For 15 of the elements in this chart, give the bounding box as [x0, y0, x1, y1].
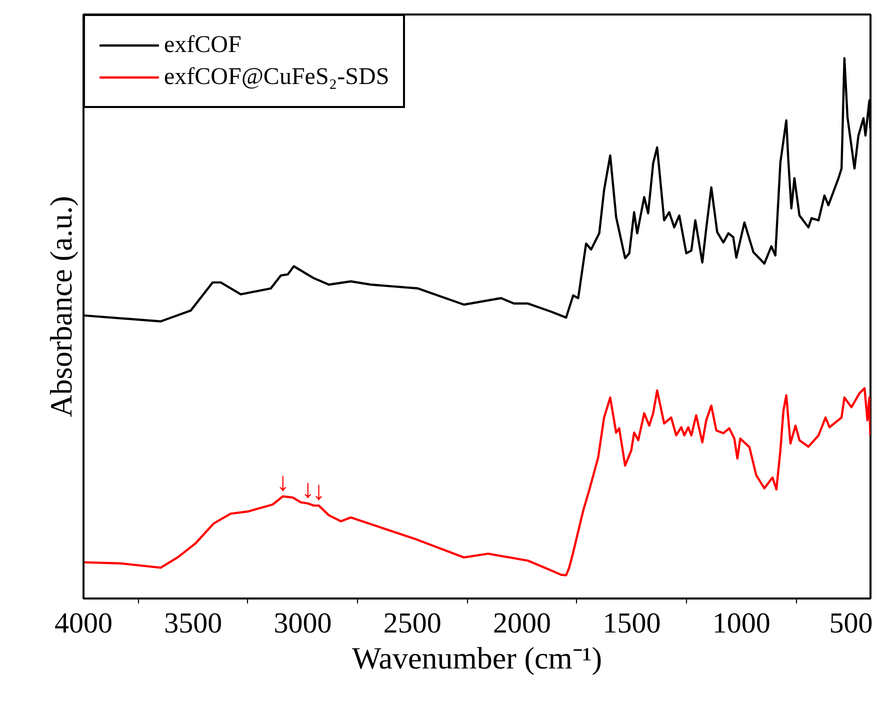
y-axis-title: Absorbance (a.u.): [44, 196, 78, 418]
x-tick-label: 1500: [602, 608, 661, 640]
x-tick-label: 3500: [164, 608, 222, 640]
legend-label: exfCOF: [164, 30, 242, 60]
annotation: ↓: [312, 476, 326, 506]
x-tick-label: 500: [829, 608, 873, 640]
legend-label: exfCOF@CuFeS₂-SDS: [164, 62, 390, 92]
x-tick-label: 2000: [493, 608, 552, 640]
annotation: ↓: [276, 466, 290, 496]
x-tick-label: 3000: [274, 608, 332, 640]
x-tick-label: 1000: [712, 608, 770, 640]
x-tick-label: 2500: [383, 608, 442, 640]
x-axis-title: Wavenumber (cm⁻¹): [352, 640, 602, 676]
annotation: ↓: [301, 473, 314, 504]
x-tick-label: 4000: [54, 608, 112, 640]
